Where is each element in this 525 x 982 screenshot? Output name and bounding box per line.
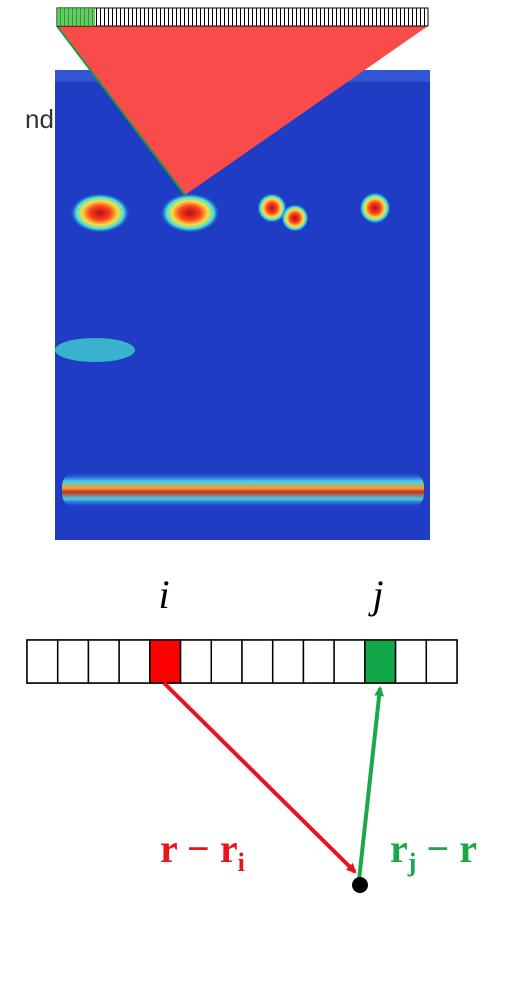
array-cell	[271, 639, 305, 684]
array-cell	[179, 639, 213, 684]
vector-label-sub: j	[407, 848, 417, 877]
vector-label: rj − r	[390, 826, 477, 877]
hot-spot	[70, 193, 130, 233]
hot-spot	[257, 193, 287, 223]
vector-label: r − ri	[160, 826, 245, 877]
array-cell	[26, 639, 59, 684]
vector-arrow	[357, 686, 385, 881]
vector-label-main: r − r	[160, 826, 238, 871]
array-cell	[333, 639, 366, 684]
array-cells	[26, 639, 458, 684]
array-cell	[210, 639, 243, 684]
vector-label-main: r	[390, 826, 408, 871]
hot-spot	[160, 193, 220, 233]
beam	[57, 26, 428, 195]
hot-spot	[359, 192, 391, 224]
vector-arrow	[162, 681, 357, 874]
transducer-array	[56, 7, 429, 27]
echo-band	[62, 472, 424, 508]
hot-spot	[281, 204, 309, 232]
element-label: j	[367, 572, 383, 617]
array-cell	[149, 639, 182, 684]
side-text: nd	[25, 104, 54, 134]
array-cell	[364, 639, 397, 684]
active-elements	[57, 8, 95, 26]
vector-label-tail: − r	[416, 826, 477, 871]
array-cell	[118, 639, 151, 684]
array-cell	[302, 639, 335, 684]
array-cell	[56, 639, 90, 684]
array-cell	[425, 639, 458, 684]
array-cell	[241, 639, 274, 684]
beam-edge	[56, 25, 186, 196]
field-point	[352, 877, 368, 893]
array-cell	[87, 639, 120, 684]
echo	[55, 338, 135, 362]
element-label: i	[158, 572, 169, 617]
vector-label-sub: i	[238, 848, 245, 877]
array-cell	[394, 639, 428, 684]
